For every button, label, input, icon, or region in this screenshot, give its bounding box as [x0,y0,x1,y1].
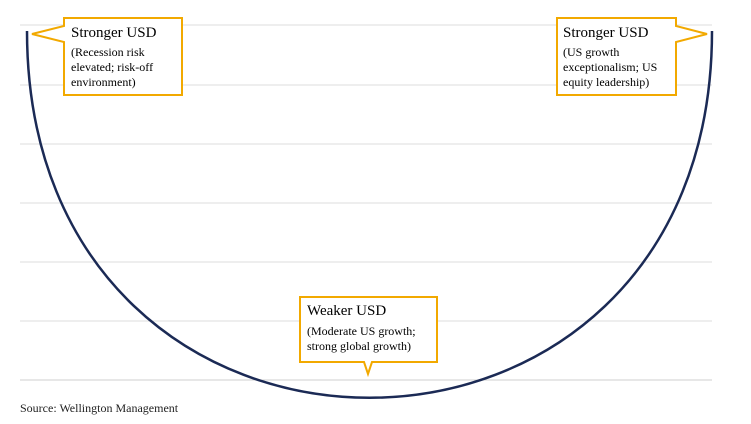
callout-left-box [31,17,183,96]
usd-smile-curve [25,30,714,399]
callout-left-title: Stronger USD [71,25,157,41]
callout-center-line: (Moderate US growth; [307,324,416,338]
callout-left: Stronger USD (Recession risk elevated; r… [31,17,183,96]
callout-center-title: Weaker USD [307,303,386,319]
source-note: Source: Wellington Management [20,401,179,415]
callout-center: Weaker USD (Moderate US growth; strong g… [299,296,438,378]
callout-center-box [299,296,438,378]
callout-left-line: environment) [71,75,136,89]
callout-center-line: strong global growth) [307,339,411,353]
callout-right-line: exceptionalism; US [563,60,657,74]
callout-right-line: equity leadership) [563,75,649,89]
callout-right-line: (US growth [563,45,619,59]
callout-right-box [556,17,708,96]
callout-right: Stronger USD (US growth exceptionalism; … [556,17,708,96]
callout-left-line: (Recession risk [71,45,145,59]
callout-right-title: Stronger USD [563,25,649,41]
usd-smile-chart: Stronger USD (Recession risk elevated; r… [20,17,714,399]
callout-left-line: elevated; risk-off [71,60,153,74]
